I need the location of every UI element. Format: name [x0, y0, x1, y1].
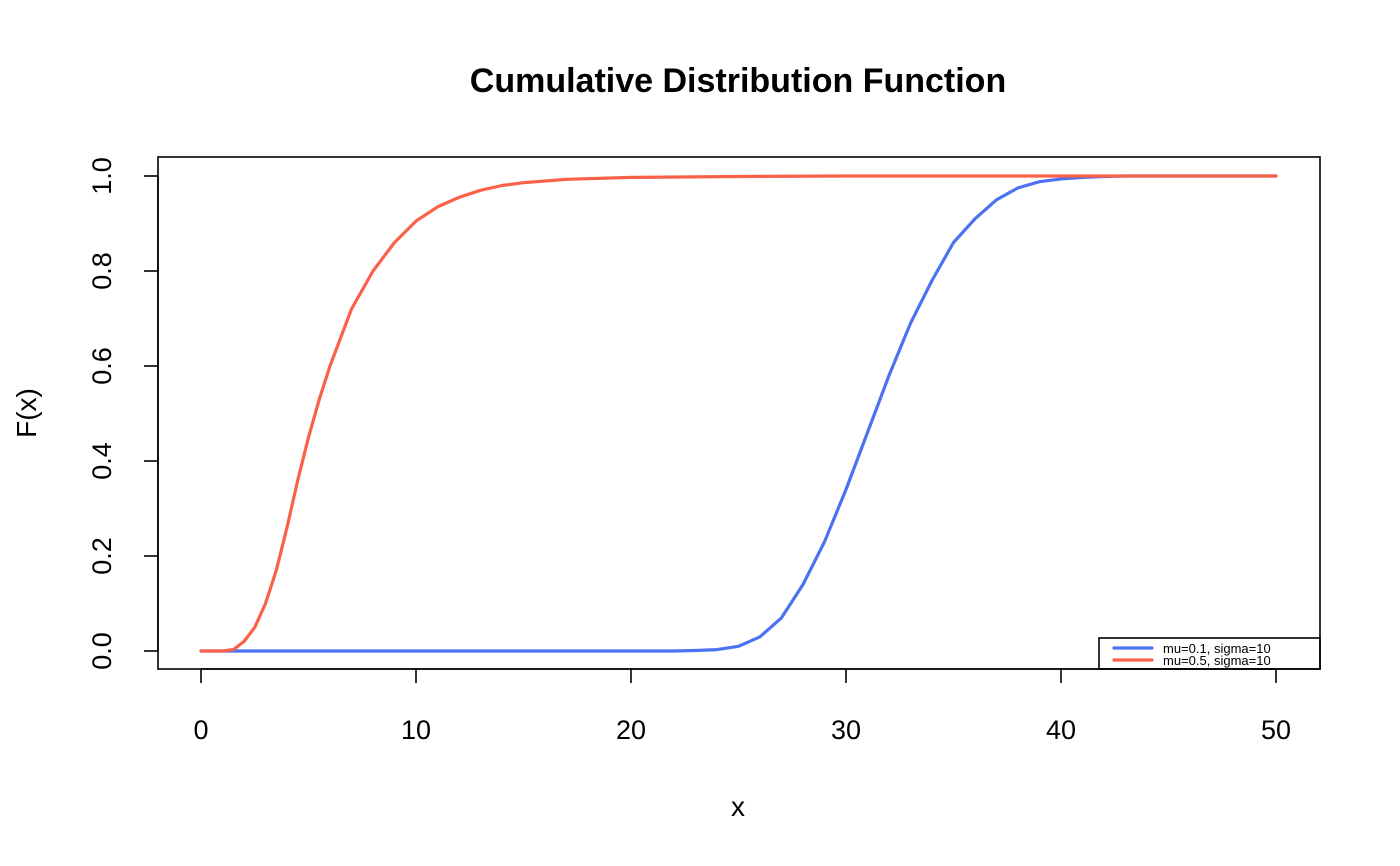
series-group: [199, 174, 1278, 653]
y-tick-label: 0.6: [87, 347, 117, 385]
x-tick-label: 0: [193, 715, 208, 745]
y-tick-label: 0.8: [87, 252, 117, 290]
x-axis-label: x: [731, 791, 745, 822]
x-tick-label: 30: [831, 715, 861, 745]
x-tick-label: 40: [1046, 715, 1076, 745]
x-axis: 0 10 20 30 40 50: [193, 669, 1291, 745]
y-tick-label: 0.4: [87, 442, 117, 480]
y-axis: 0.0 0.2 0.4 0.6 0.8 1.0: [87, 157, 158, 670]
x-tick-label: 20: [616, 715, 646, 745]
y-axis-label: F(x): [11, 388, 42, 438]
series-line-2: [199, 174, 1278, 653]
x-tick-label: 50: [1261, 715, 1291, 745]
y-tick-label: 0.0: [87, 632, 117, 670]
series-line-1: [199, 174, 1278, 653]
legend: mu=0.1, sigma=10 mu=0.5, sigma=10: [1098, 637, 1321, 670]
y-tick-label: 0.2: [87, 537, 117, 575]
plot-frame: [157, 156, 1321, 670]
legend-label-series-1: mu=0.1, sigma=10: [1163, 641, 1271, 656]
legend-label-series-2: mu=0.5, sigma=10: [1163, 653, 1271, 668]
legend-box: [1098, 637, 1321, 670]
y-tick-label: 1.0: [87, 157, 117, 195]
chart-title: Cumulative Distribution Function: [470, 62, 1006, 100]
x-tick-label: 10: [401, 715, 431, 745]
